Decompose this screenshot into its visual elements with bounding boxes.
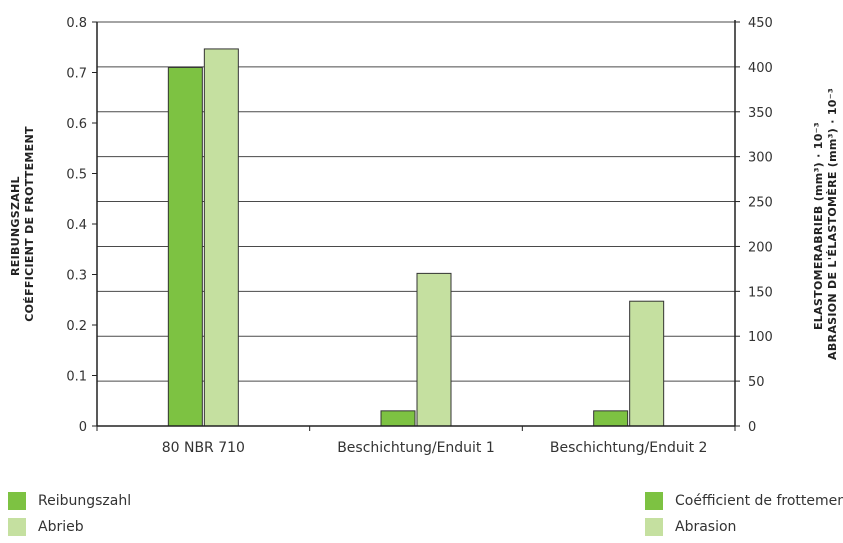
- left-tick-label-7: 0.7: [66, 67, 87, 82]
- legend-label-abrasion: Abrasion: [675, 519, 737, 535]
- bar-series-2-cat-3: [629, 300, 665, 427]
- right-tick-label-9: 450: [748, 16, 773, 31]
- legend-right: Coéfficient de frottement Abrasion: [645, 491, 843, 543]
- left-axis-title-line-2: COÉFFICIENT DE FROTTEMENT: [23, 126, 36, 322]
- right-tick-label-4: 200: [748, 240, 773, 255]
- legend-item-reibungszahl: Reibungszahl: [8, 491, 131, 511]
- category-label-1: 80 NBR 710: [162, 440, 245, 456]
- category-label-3: Beschichtung/Enduit 2: [550, 440, 708, 456]
- right-tick-label-7: 350: [748, 106, 773, 121]
- legend-label-coefficient: Coéfficient de frottement: [675, 493, 843, 509]
- legend-swatch-light: [8, 518, 26, 536]
- bar-series-2-cat-1: [203, 48, 239, 427]
- right-tick-label-5: 250: [748, 196, 773, 211]
- category-label-2: Beschichtung/Enduit 1: [337, 440, 495, 456]
- left-tick-label-1: 0.1: [66, 370, 87, 385]
- left-tick-label-0: 0: [79, 420, 87, 435]
- axes: [92, 20, 740, 431]
- legend-item-coefficient: Coéfficient de frottement: [645, 491, 843, 511]
- left-tick-label-2: 0.2: [66, 319, 87, 334]
- right-tick-label-6: 300: [748, 151, 773, 166]
- right-axis-title: ELASTOMERABRIEB (mm³) · 10⁻³ ABRASION DE…: [812, 88, 839, 360]
- grid-lines: [97, 21, 735, 382]
- left-tick-label-8: 0.8: [66, 16, 87, 31]
- category-labels: 80 NBR 710 Beschichtung/Enduit 1 Beschicht…: [162, 440, 708, 456]
- left-tick-label-5: 0.5: [66, 168, 87, 183]
- bar-series-2-cat-2: [416, 272, 452, 427]
- bar-series-1-cat-2: [380, 410, 416, 427]
- legend-swatch-light: [645, 518, 663, 536]
- legend-item-abrasion: Abrasion: [645, 517, 843, 537]
- bar-series-1-cat-3: [593, 410, 629, 427]
- right-tick-label-2: 100: [748, 330, 773, 345]
- left-tick-label-6: 0.6: [66, 117, 87, 132]
- right-tick-label-1: 50: [748, 375, 765, 390]
- legend-item-abrieb: Abrieb: [8, 517, 131, 537]
- legend-label-reibungszahl: Reibungszahl: [38, 493, 132, 509]
- legend-swatch-dark: [645, 492, 663, 510]
- bar-series-1-cat-1: [167, 66, 203, 427]
- left-tick-label-3: 0.3: [66, 269, 87, 284]
- legend-left: Reibungszahl Abrieb: [8, 491, 131, 543]
- legend-label-abrieb: Abrieb: [38, 519, 84, 535]
- tick-labels: 0 0.1 0.2 0.3 0.4 0.5 0.6 0.7 0.8 0 50 100 150 200 250…: [66, 16, 773, 435]
- right-axis-title-line-1: ELASTOMERABRIEB (mm³) · 10⁻³: [812, 122, 825, 330]
- bars: [167, 48, 665, 427]
- right-axis-title-line-2: ABRASION DE L'ÉLASTOMÈRE (mm³) · 10⁻³: [826, 88, 839, 360]
- left-axis-title: REIBUNGSZAHL COÉFFICIENT DE FROTTEMENT: [9, 126, 36, 322]
- right-tick-label-3: 150: [748, 285, 773, 300]
- legend-swatch-dark: [8, 492, 26, 510]
- left-axis-title-line-1: REIBUNGSZAHL: [9, 176, 22, 276]
- right-tick-label-0: 0: [748, 420, 756, 435]
- left-tick-label-4: 0.4: [66, 218, 87, 233]
- right-tick-label-8: 400: [748, 61, 773, 76]
- chart: 0 0.1 0.2 0.3 0.4 0.5 0.6 0.7 0.8 0 50 100 150 200 250…: [9, 16, 839, 456]
